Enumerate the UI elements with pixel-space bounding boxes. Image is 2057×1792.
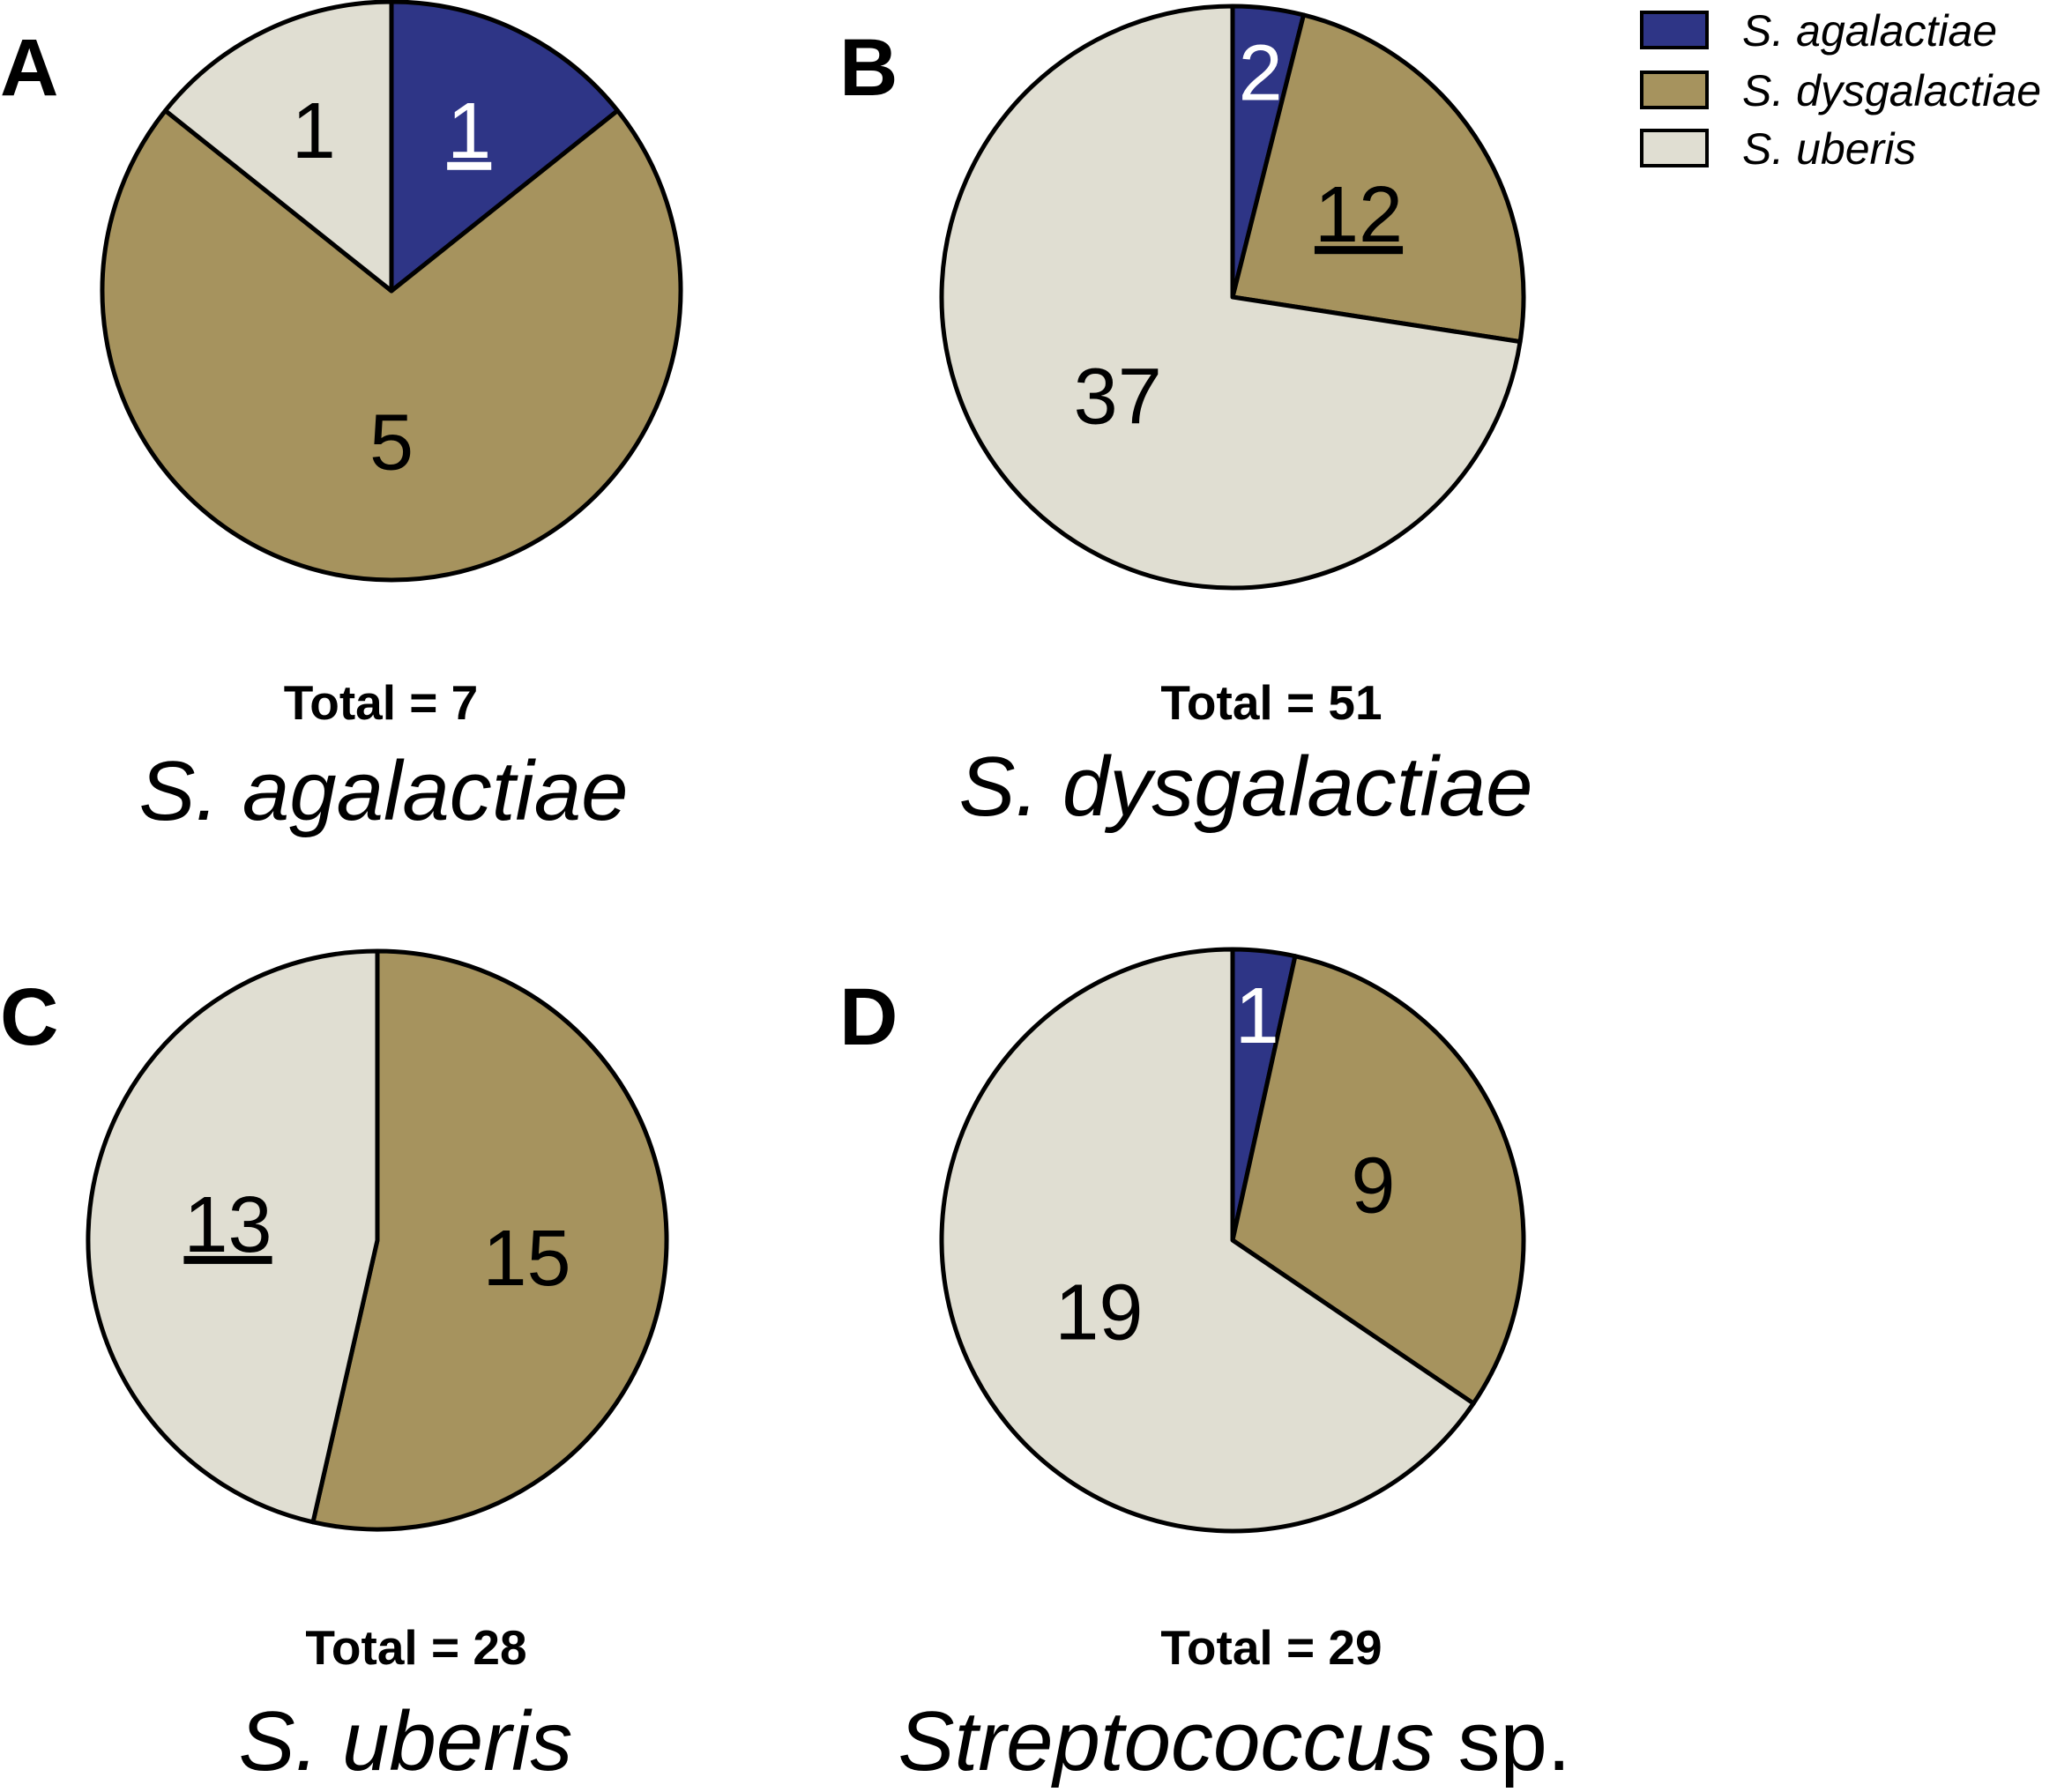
panel-letter: A [0, 23, 58, 113]
pie-title: S. dysgalactiae [958, 740, 1532, 834]
slice-label-s-uberis: 13 [183, 1181, 272, 1269]
legend-label-s-agalactiae: S. agalactiae [1742, 6, 1997, 56]
total-label: Total = 51 [1160, 675, 1382, 730]
slice-label-s-dysgalactiae: 5 [369, 399, 414, 487]
pie-slice-s-dysgalactiae [100, 108, 683, 583]
slice-label-s-agalactiae: 2 [1239, 30, 1283, 118]
slice-label-s-dysgalactiae: 9 [1351, 1142, 1395, 1231]
slice-label-s-agalactiae: 1 [447, 87, 491, 175]
pie-slice-s-uberis [939, 4, 1523, 591]
legend-swatch-s-dysgalactiae [1640, 71, 1709, 109]
pie-b: 2 12 37 [939, 4, 1526, 591]
pie-title-text: S. uberis [239, 1694, 573, 1788]
panel-letter: C [0, 972, 58, 1062]
slice-label-s-uberis: 37 [1074, 353, 1162, 442]
panel-letter: B [839, 23, 898, 113]
panel-a: A 1 5 1 Total = 7 S. agalactiae [0, 0, 683, 838]
pie-slice-s-dysgalactiae [1230, 12, 1526, 345]
pie-title-text: S. dysgalactiae [958, 740, 1532, 834]
slice-label-s-dysgalactiae: 15 [482, 1215, 570, 1303]
pie-slice-s-dysgalactiae [310, 948, 669, 1532]
total-label: Total = 7 [284, 675, 479, 730]
pie-slice-s-dysgalactiae [1230, 954, 1526, 1406]
slice-label-s-agalactiae: 1 [1235, 972, 1279, 1060]
total-label: Total = 29 [1160, 1620, 1382, 1675]
legend-label-s-uberis: S. uberis [1742, 124, 1916, 174]
panel-b: B 2 12 37 Total = 51 S. dysgalactiae [839, 4, 1533, 834]
pie-title: Streptococcus sp. [898, 1694, 1570, 1788]
pie-title: S. uberis [239, 1694, 573, 1788]
legend-swatch-s-uberis [1640, 129, 1709, 167]
pie-title-text: S. agalactiae [138, 744, 628, 838]
pie-slice-s-uberis [163, 0, 394, 294]
legend-label-s-dysgalactiae: S. dysgalactiae [1742, 66, 2041, 115]
panel-letter: D [839, 972, 898, 1062]
legend: S. agalactiae S. dysgalactiae S. uberis [1640, 6, 2041, 174]
total-label: Total = 28 [305, 1620, 526, 1675]
pie-title-suffix: sp. [1435, 1694, 1571, 1788]
pie-slice-s-uberis [939, 947, 1476, 1534]
legend-swatch-s-agalactiae [1640, 11, 1709, 49]
slice-label-s-uberis: 19 [1055, 1268, 1143, 1357]
slice-label-s-uberis: 1 [292, 87, 336, 175]
pie-slice-s-agalactiae [389, 0, 620, 294]
pie-title: S. agalactiae [138, 744, 628, 838]
pie-slice-s-uberis [86, 948, 380, 1525]
pie-a: 1 5 1 [100, 0, 683, 583]
slice-label-s-dysgalactiae: 12 [1315, 171, 1403, 259]
pie-title-text: Streptococcus [898, 1694, 1434, 1788]
